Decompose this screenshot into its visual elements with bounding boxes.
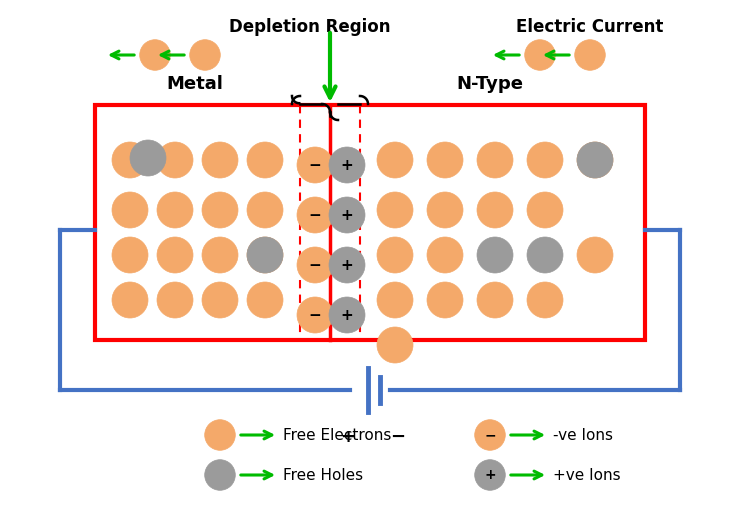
Ellipse shape (427, 282, 463, 318)
Ellipse shape (329, 247, 365, 283)
Ellipse shape (527, 237, 563, 273)
Ellipse shape (477, 282, 513, 318)
Ellipse shape (377, 192, 413, 228)
Text: N-Type: N-Type (456, 75, 524, 93)
Ellipse shape (247, 142, 283, 178)
Text: −: − (484, 428, 496, 442)
Text: Depletion Region: Depletion Region (229, 18, 391, 36)
Text: +: + (341, 258, 354, 272)
Ellipse shape (427, 192, 463, 228)
Ellipse shape (475, 460, 506, 490)
Ellipse shape (157, 237, 193, 273)
Ellipse shape (329, 297, 365, 333)
Ellipse shape (247, 282, 283, 318)
Ellipse shape (189, 40, 220, 71)
Ellipse shape (247, 192, 283, 228)
Ellipse shape (477, 237, 513, 273)
Ellipse shape (157, 142, 193, 178)
Ellipse shape (377, 327, 413, 363)
Text: −: − (390, 428, 405, 446)
Ellipse shape (297, 197, 333, 233)
Ellipse shape (475, 420, 506, 450)
Text: Free Holes: Free Holes (283, 468, 363, 483)
Ellipse shape (112, 282, 148, 318)
Ellipse shape (574, 40, 605, 71)
Ellipse shape (329, 147, 365, 183)
Text: −: − (309, 208, 321, 222)
Ellipse shape (577, 142, 613, 178)
Ellipse shape (527, 142, 563, 178)
Text: Electric Current: Electric Current (516, 18, 664, 36)
Text: +: + (341, 208, 354, 222)
Ellipse shape (297, 297, 333, 333)
Ellipse shape (157, 282, 193, 318)
Text: −: − (309, 258, 321, 272)
Text: Free Electrons: Free Electrons (283, 427, 392, 442)
Ellipse shape (427, 237, 463, 273)
Text: +: + (341, 307, 354, 322)
Ellipse shape (427, 142, 463, 178)
Text: +ve Ions: +ve Ions (553, 468, 621, 483)
Ellipse shape (157, 192, 193, 228)
Text: +: + (484, 468, 496, 482)
Ellipse shape (112, 237, 148, 273)
Ellipse shape (112, 192, 148, 228)
Ellipse shape (329, 197, 365, 233)
Ellipse shape (377, 237, 413, 273)
Ellipse shape (377, 282, 413, 318)
Ellipse shape (297, 247, 333, 283)
Ellipse shape (202, 237, 238, 273)
Bar (95, 105, 645, 340)
Ellipse shape (204, 420, 235, 450)
Ellipse shape (130, 140, 166, 176)
Ellipse shape (527, 192, 563, 228)
Ellipse shape (377, 142, 413, 178)
Text: +: + (341, 158, 354, 173)
Ellipse shape (577, 237, 613, 273)
Text: Metal: Metal (166, 75, 223, 93)
Ellipse shape (297, 147, 333, 183)
Ellipse shape (477, 142, 513, 178)
Ellipse shape (202, 282, 238, 318)
Ellipse shape (477, 192, 513, 228)
Text: −: − (309, 158, 321, 173)
Ellipse shape (247, 237, 283, 273)
Ellipse shape (527, 282, 563, 318)
Ellipse shape (577, 142, 613, 178)
Ellipse shape (247, 237, 283, 273)
Ellipse shape (525, 40, 555, 71)
Text: +: + (341, 428, 356, 446)
Ellipse shape (140, 40, 170, 71)
Text: −: − (309, 307, 321, 322)
Ellipse shape (202, 142, 238, 178)
Ellipse shape (112, 142, 148, 178)
Ellipse shape (204, 460, 235, 490)
Text: -ve Ions: -ve Ions (553, 427, 613, 442)
Ellipse shape (202, 192, 238, 228)
